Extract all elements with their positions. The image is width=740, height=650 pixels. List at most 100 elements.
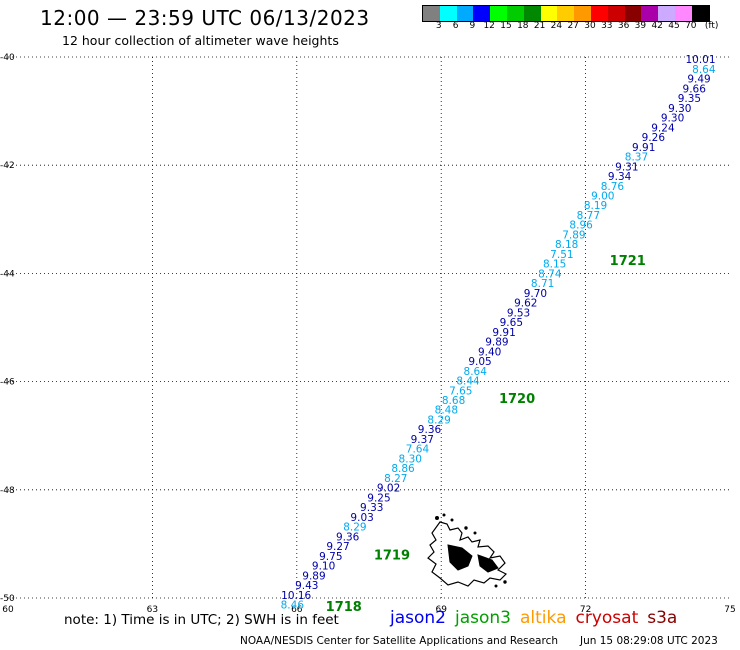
color-scale-bar [422,5,710,22]
page-title: 12:00 — 23:59 UTC 06/13/2023 [40,6,370,30]
wave-height-value: 9.02 [377,483,400,495]
wave-height-value: 9.00 [591,190,614,202]
scale-swatch [490,6,507,21]
scale-tick-label: 18 [517,21,529,31]
legend-jason3: jason3 [455,608,511,628]
map-grid: 60 63 66 69 72 75 -40 -42 -44 -46 -48 -50 [0,53,736,615]
footer-timestamp: Jun 15 08:29:08 UTC 2023 [580,635,718,647]
scale-tick-label: 12 [483,21,495,31]
scale-tick-label: 21 [533,21,546,31]
wave-height-value: 9.03 [350,512,373,524]
wave-height-value: 8.37 [625,152,648,164]
scale-tick-label: 24 [550,21,563,31]
wave-height-value: 9.37 [411,434,434,446]
latitude-label: -50 [0,594,15,604]
wave-height-value: 8.30 [399,453,422,465]
wave-height-points: 10.018.649.499.669.359.309.309.249.269.9… [281,54,716,611]
kerguelen-islands-interior [447,544,473,571]
footer-credit: NOAA/NESDIS Center for Satellite Applica… [240,635,558,647]
wave-height-value: 9.65 [500,317,523,329]
wave-height-value: 9.75 [319,551,342,563]
scale-tick-label: 39 [634,21,647,31]
longitude-label: 63 [147,605,158,615]
latitude-label: -40 [0,53,15,63]
satellite-legend: jason2 jason3 altika cryosat s3a [390,608,686,628]
wave-height-value: 9.25 [367,492,390,504]
wave-height-value: 7.51 [550,249,573,261]
wave-height-value: 9.43 [295,580,318,592]
scale-tick-label: 27 [567,21,579,31]
wave-height-value: 9.91 [492,327,515,339]
longitude-label: 75 [724,605,735,615]
wave-height-value: 9.33 [360,502,383,514]
wave-height-value: 8.64 [464,366,488,378]
page-subtitle: 12 hour collection of altimeter wave hei… [62,33,339,48]
wave-height-value: 8.77 [577,210,600,222]
legend-cryosat: cryosat [575,608,639,628]
scale-swatch [506,6,524,21]
pass-labels: 17221721172017191718 [326,254,646,615]
wave-height-value: 8.29 [343,522,366,534]
scale-swatch [624,6,642,21]
wave-height-value: 7.64 [406,444,430,456]
wave-height-value: 8.18 [555,239,578,251]
latitude-label: -44 [0,269,15,279]
pass-number-label: 1721 [610,254,646,269]
scale-swatch [641,6,659,21]
wave-height-value: 9.40 [478,346,501,358]
pass-number-label: 1720 [499,392,535,407]
wave-height-value: 9.36 [336,531,360,543]
wave-height-value: 8.68 [442,395,465,407]
scale-swatch [439,6,457,21]
scale-tick-label: 45 [668,21,680,31]
scale-swatch [674,6,692,21]
latitude-label: -46 [0,378,15,388]
wave-height-value: 9.70 [524,288,547,300]
wave-height-value: 9.89 [485,337,508,349]
wave-height-value: 8.44 [456,376,480,388]
wave-height-value: 8.76 [601,181,625,193]
wave-height-value: 9.62 [514,298,537,310]
wave-height-value: 10.16 [281,590,311,602]
wave-height-value: 9.27 [326,541,349,553]
longitude-label: 60 [2,605,14,615]
scale-swatch [590,6,608,21]
scale-swatch [658,6,675,21]
scale-swatch [540,6,558,21]
legend-jason2: jason2 [390,608,446,628]
latitude-label: -42 [0,161,15,171]
wave-height-value: 8.27 [384,473,407,485]
scale-swatch [557,6,575,21]
wave-height-value: 7.89 [562,229,585,241]
wave-height-value: 9.10 [312,561,335,573]
wave-height-value: 8.71 [531,278,554,290]
scale-swatch [574,6,591,21]
scale-tick-label: 30 [584,21,596,31]
wave-height-value: 9.05 [468,356,491,368]
wave-height-value: 9.36 [418,424,442,436]
wave-height-value: 8.96 [569,220,593,232]
scale-swatch [423,6,440,21]
longitude-label: 69 [435,605,447,615]
wave-height-value: 8.15 [543,259,566,271]
wave-height-value: 9.24 [651,122,675,134]
scale-tick-label: 6 [452,21,459,31]
kerguelen-islands-east [477,554,499,573]
scale-swatch [473,6,491,21]
pass-number-label: 1718 [326,600,362,615]
wave-height-value: 8.19 [584,200,607,212]
note-text: note: 1) Time is in UTC; 2) SWH is in fe… [64,612,339,628]
wave-height-value: 8.46 [281,599,305,611]
scale-tick-label: 33 [601,21,613,31]
wave-height-value: 9.89 [302,570,325,582]
wave-height-value: 9.49 [687,74,710,86]
wave-height-value: 9.30 [661,113,684,125]
wave-height-value: 9.66 [683,83,707,95]
wave-height-value: 10.01 [685,54,715,66]
wave-height-value: 8.48 [435,405,458,417]
scale-swatch [607,6,625,21]
scale-swatch [456,6,474,21]
scale-tick-label: (ft) [704,21,719,31]
wave-height-value: 8.64 [692,64,716,76]
scale-swatch [691,6,709,21]
